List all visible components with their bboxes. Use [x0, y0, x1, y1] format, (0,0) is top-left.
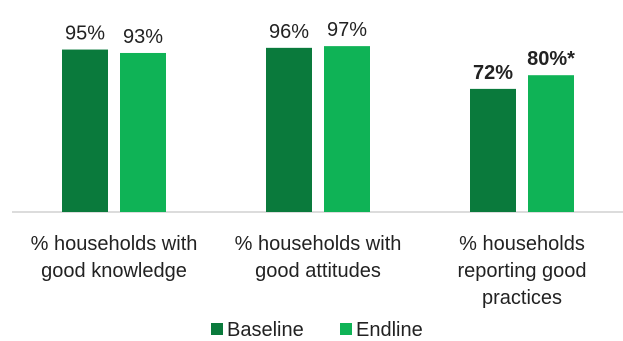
value-labels-layer: 95% 93% 96% 97% 72% 80%* [65, 19, 575, 84]
bar-endline-3 [528, 75, 574, 212]
value-label-endline-3: 80%* [527, 48, 575, 70]
category-label-line: practices [482, 287, 562, 309]
category-label-line: good knowledge [41, 260, 187, 282]
category-label-1: % households with good knowledge [31, 233, 198, 282]
legend-swatch-baseline [211, 323, 223, 335]
category-label-line: % households [459, 233, 585, 255]
legend-swatch-endline [340, 323, 352, 335]
category-label-line: good attitudes [255, 260, 381, 282]
bars-layer [62, 46, 574, 213]
bar-baseline-3 [470, 88, 516, 212]
category-labels-layer: % households with good knowledge% househo… [31, 233, 587, 309]
bar-baseline-2 [266, 47, 312, 213]
value-label-endline-1: 93% [123, 26, 163, 48]
value-label-baseline-1: 95% [65, 23, 105, 45]
bar-endline-2 [324, 46, 370, 212]
legend-label-baseline: Baseline [227, 319, 304, 341]
category-label-line: % households with [235, 233, 402, 255]
bar-baseline-1 [62, 49, 108, 212]
category-label-3: % households reporting good practices [458, 233, 587, 309]
legend: Baseline Endline [211, 319, 423, 341]
value-label-baseline-3: 72% [473, 62, 513, 84]
bar-endline-1 [120, 52, 166, 212]
category-label-line: reporting good [458, 260, 587, 282]
legend-label-endline: Endline [356, 319, 423, 341]
value-label-baseline-2: 96% [269, 21, 309, 43]
value-label-endline-2: 97% [327, 19, 367, 41]
category-label-line: % households with [31, 233, 198, 255]
category-label-2: % households with good attitudes [235, 233, 402, 282]
